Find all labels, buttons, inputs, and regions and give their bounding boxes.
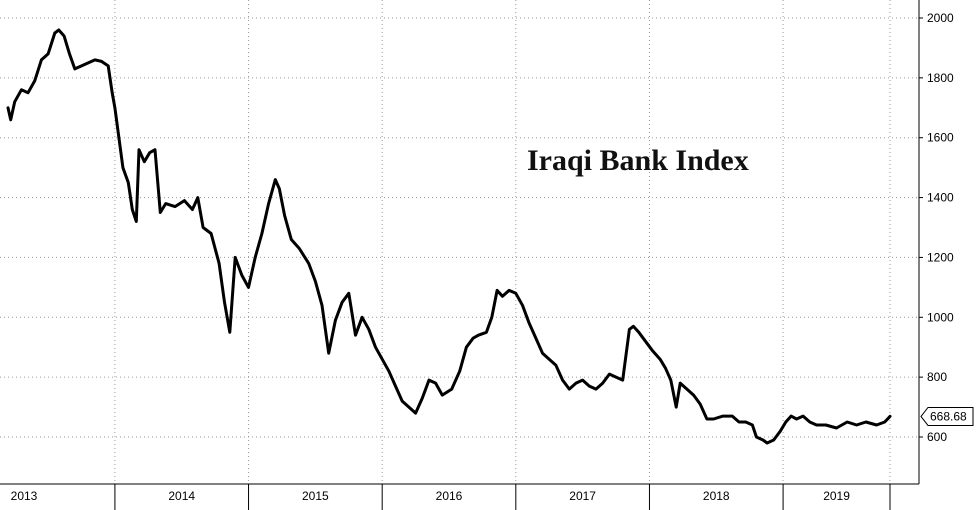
last-value-badge-shape [920, 406, 974, 426]
x-tick-label: 2013 [11, 489, 38, 503]
x-tick-label: 2015 [302, 489, 329, 503]
y-tick-label: 2000 [927, 11, 954, 25]
y-tick-label: 1200 [927, 250, 954, 264]
y-tick-label: 1000 [927, 310, 954, 324]
last-value-badge: 668.68 [920, 406, 974, 426]
axes [0, 0, 920, 485]
series-line-iraqi-bank-index [6, 28, 892, 445]
y-tick-label: 800 [927, 370, 947, 384]
grid [0, 0, 919, 484]
x-ticks: 2013 2014 2015 2016 2017 2018 2019 [11, 484, 891, 510]
y-ticks: 600 800 1000 1200 1400 1600 1800 2000 [919, 11, 954, 444]
x-tick-label: 2018 [703, 489, 730, 503]
x-tick-label: 2016 [436, 489, 463, 503]
y-tick-label: 1800 [927, 71, 954, 85]
y-tick-label: 1600 [927, 131, 954, 145]
chart-title: Iraqi Bank Index [527, 144, 749, 177]
last-value-label: 668.68 [930, 409, 967, 423]
y-tick-label: 1400 [927, 191, 954, 205]
x-tick-label: 2017 [569, 489, 596, 503]
x-tick-label: 2014 [168, 489, 195, 503]
x-tick-label: 2019 [823, 489, 850, 503]
y-tick-label: 600 [927, 430, 947, 444]
